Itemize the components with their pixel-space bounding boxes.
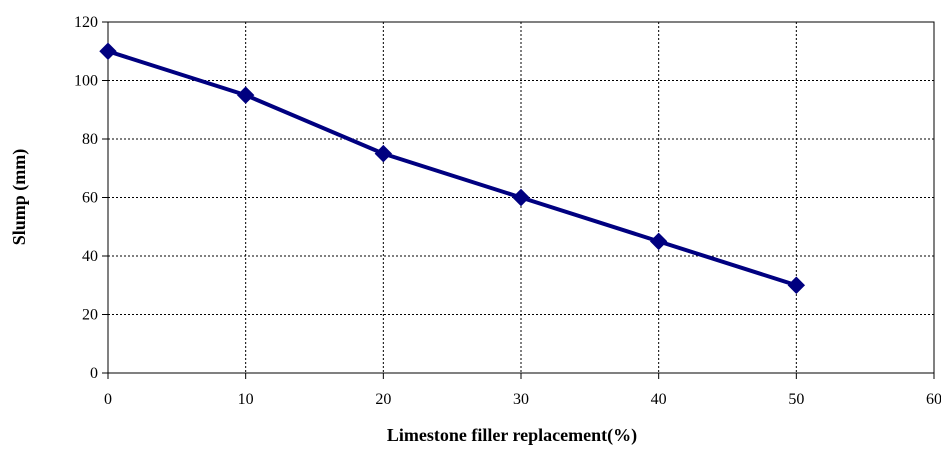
y-tick-label: 0 bbox=[90, 365, 98, 382]
markers bbox=[99, 42, 806, 294]
y-tick-label: 20 bbox=[82, 307, 98, 324]
y-tick-label: 120 bbox=[74, 14, 98, 31]
x-tick-label: 20 bbox=[375, 391, 391, 408]
x-tick-label: 10 bbox=[238, 391, 254, 408]
x-tick-label: 30 bbox=[513, 391, 529, 408]
plot-frame bbox=[107, 21, 935, 374]
data-point-marker bbox=[236, 86, 255, 104]
y-tick-label: 40 bbox=[82, 248, 98, 265]
data-point-marker bbox=[512, 188, 530, 207]
x-tick-label: 50 bbox=[788, 391, 804, 408]
x-tick-label: 40 bbox=[651, 391, 667, 408]
data-point-marker bbox=[99, 42, 117, 60]
y-tick-label: 100 bbox=[74, 73, 98, 90]
data-point-marker bbox=[787, 276, 806, 294]
x-axis-title: Limestone filler replacement(%) bbox=[387, 425, 637, 446]
y-tick-label: 80 bbox=[82, 131, 98, 148]
x-tick-label: 60 bbox=[926, 391, 941, 408]
y-axis-title: Slump (mm) bbox=[9, 149, 30, 246]
data-point-marker bbox=[374, 144, 393, 163]
grid bbox=[108, 22, 934, 373]
axes bbox=[102, 21, 935, 379]
series bbox=[106, 49, 799, 288]
x-tick-label: 0 bbox=[104, 391, 112, 408]
y-tick-label: 60 bbox=[82, 190, 98, 207]
series-line bbox=[106, 49, 799, 288]
tick-labels: 0 20 40 60 80 100 120 0 10 20 30 40 50 60 bbox=[74, 14, 941, 408]
data-point-marker bbox=[649, 232, 668, 251]
